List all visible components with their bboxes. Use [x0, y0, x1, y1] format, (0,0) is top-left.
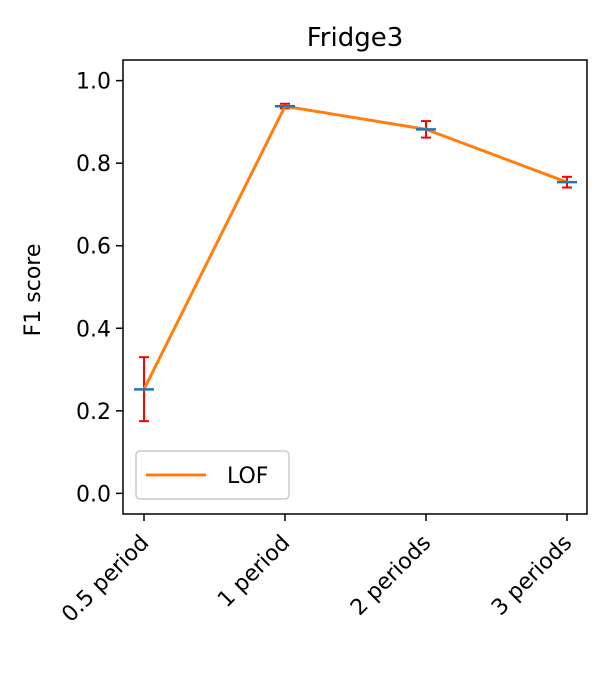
x-tick-label: 3 periods [487, 531, 577, 621]
y-tick-label: 0.6 [76, 235, 111, 260]
legend: LOF [135, 450, 290, 500]
y-axis-label: F1 score [21, 244, 46, 337]
x-tick-label: 0.5 period [57, 531, 154, 628]
y-tick-label: 0.2 [76, 400, 111, 425]
x-axis: 0.5 period 1 period 2 periods 3 periods [57, 514, 577, 627]
y-tick-label: 0.8 [76, 152, 111, 177]
y-axis: 0.0 0.2 0.4 0.6 0.8 1.0 [76, 70, 123, 507]
legend-label-lof: LOF [227, 464, 268, 489]
y-tick-label: 1.0 [76, 70, 111, 95]
x-tick-label: 1 period [213, 531, 295, 613]
legend-box [135, 450, 290, 500]
chart-title: Fridge3 [307, 23, 404, 53]
plot-frame [122, 59, 588, 515]
y-tick-label: 0.4 [76, 317, 111, 342]
x-tick-label: 2 periods [346, 531, 436, 621]
series-line-lof [142, 104, 568, 391]
y-tick-label: 0.0 [76, 482, 111, 507]
